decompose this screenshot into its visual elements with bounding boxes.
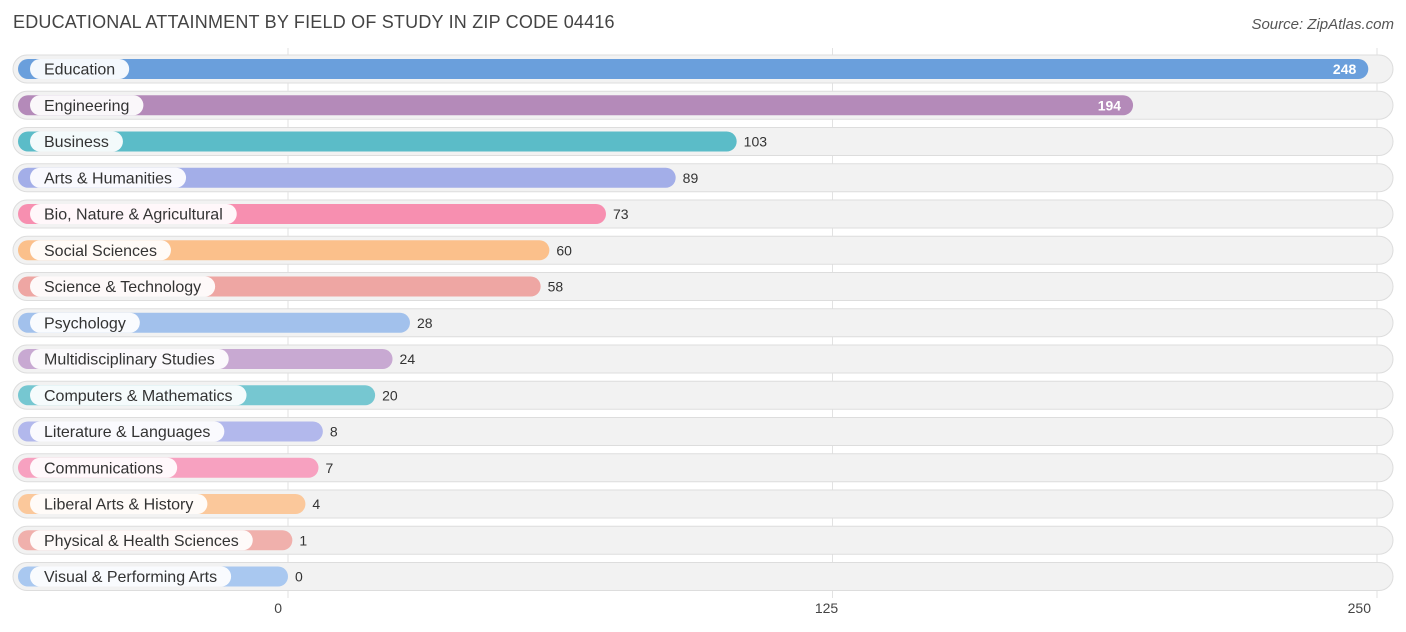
- value-label: 8: [330, 424, 338, 440]
- value-label: 0: [295, 569, 303, 585]
- category-label-pill: [30, 276, 216, 297]
- bar-track: [12, 489, 1394, 519]
- bar-row: Science & Technology 58: [12, 272, 1394, 301]
- category-label-pill: [30, 494, 208, 514]
- category-label: Literature & Languages: [44, 424, 210, 441]
- value-label: 58: [548, 279, 564, 295]
- category-label-pill: [30, 421, 225, 442]
- category-label-pill: [30, 385, 247, 406]
- bar-track: [12, 453, 1394, 483]
- bar: [18, 131, 737, 152]
- category-label-pill: [30, 566, 232, 587]
- chart-source: Source: ZipAtlas.com: [1251, 16, 1394, 33]
- bar-row: Communications 7: [12, 453, 1394, 483]
- value-label: 89: [683, 170, 699, 186]
- category-label-pill: [30, 131, 123, 152]
- bar-row: Psychology 28: [12, 308, 1394, 338]
- category-label: Engineering: [44, 98, 129, 115]
- category-label-pill: [30, 349, 229, 369]
- category-label: Visual & Performing Arts: [44, 569, 217, 586]
- category-label-pill: [30, 457, 178, 478]
- category-label: Physical & Health Sciences: [44, 533, 239, 550]
- value-label: 28: [417, 315, 433, 331]
- bar: [18, 59, 1369, 79]
- category-label-pill: [30, 95, 144, 116]
- value-label: 7: [325, 460, 333, 476]
- bar-row: Multidisciplinary Studies 24: [12, 344, 1394, 374]
- bar-track: [12, 525, 1394, 555]
- value-label: 1: [299, 532, 307, 548]
- category-label: Bio, Nature & Agricultural: [44, 207, 223, 224]
- category-label: Liberal Arts & History: [44, 497, 193, 514]
- category-label-pill: [30, 240, 171, 261]
- category-label: Communications: [44, 460, 163, 477]
- category-label: Social Sciences: [44, 243, 157, 260]
- bar-track: [12, 562, 1394, 591]
- category-label-pill: [30, 312, 140, 333]
- x-tick-label: 0: [274, 600, 282, 616]
- bar-track: [12, 417, 1394, 446]
- bar-row: Physical & Health Sciences 1: [12, 525, 1394, 555]
- bar-row: Visual & Performing Arts 0: [12, 562, 1394, 591]
- x-axis-ticks: 0 125 250: [274, 600, 1371, 616]
- bar-row: Arts & Humanities 89: [12, 163, 1394, 193]
- category-label-pill: [30, 204, 237, 224]
- value-label: 194: [1098, 97, 1122, 113]
- chart-title: EDUCATIONAL ATTAINMENT BY FIELD OF STUDY…: [13, 12, 615, 32]
- bar-row: Education 248: [12, 54, 1394, 84]
- category-label: Multidisciplinary Studies: [44, 352, 215, 369]
- value-label: 60: [556, 242, 572, 258]
- category-label: Computers & Mathematics: [44, 388, 233, 405]
- bar-row: Business 103: [12, 127, 1394, 156]
- value-label: 73: [613, 206, 629, 222]
- bar: [18, 95, 1134, 116]
- value-label: 20: [382, 387, 398, 403]
- value-label: 248: [1333, 61, 1357, 77]
- bar-row: Social Sciences 60: [12, 235, 1394, 265]
- bar-row: Bio, Nature & Agricultural 73: [12, 199, 1394, 229]
- category-label: Arts & Humanities: [44, 170, 172, 187]
- bar-row: Liberal Arts & History 4: [12, 489, 1394, 519]
- bar-row: Literature & Languages 8: [12, 417, 1394, 446]
- category-label: Education: [44, 62, 115, 79]
- x-tick-label: 250: [1348, 600, 1372, 616]
- value-label: 24: [400, 351, 416, 367]
- bar-row: Engineering 194: [12, 90, 1394, 120]
- category-label: Science & Technology: [44, 279, 201, 296]
- category-label: Psychology: [44, 315, 126, 332]
- bar-row: Computers & Mathematics 20: [12, 380, 1394, 410]
- category-label-pill: [30, 59, 130, 79]
- value-label: 103: [744, 134, 768, 150]
- category-label: Business: [44, 134, 109, 151]
- value-label: 4: [312, 496, 320, 512]
- x-tick-label: 125: [815, 600, 839, 616]
- category-label-pill: [30, 167, 187, 188]
- category-label-pill: [30, 530, 253, 551]
